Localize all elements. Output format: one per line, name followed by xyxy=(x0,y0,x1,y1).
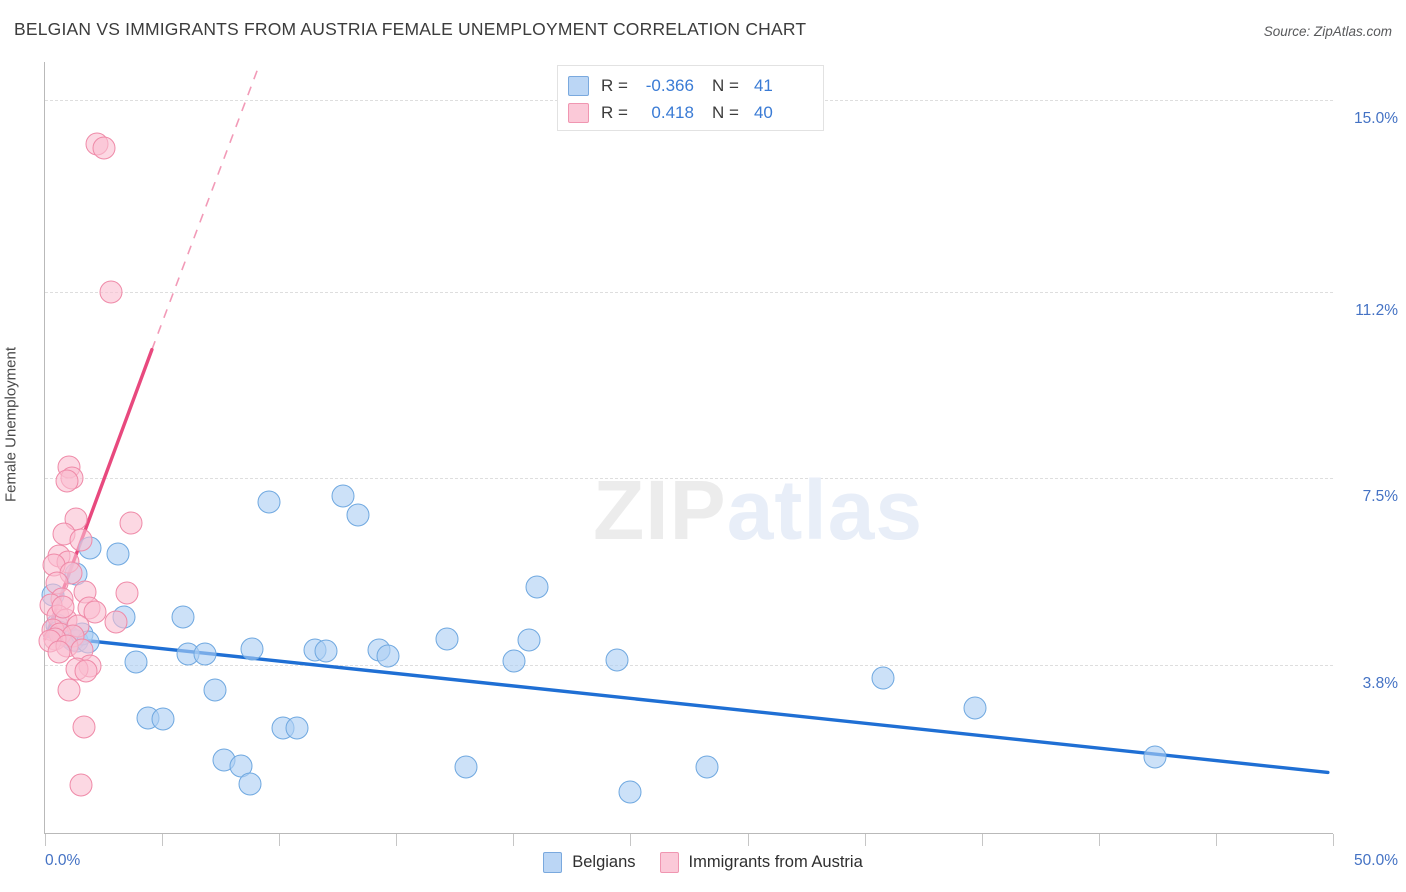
scatter-point xyxy=(454,755,478,779)
scatter-point xyxy=(99,280,123,304)
scatter-point xyxy=(376,644,400,668)
x-axis-tick xyxy=(1333,834,1334,846)
scatter-point xyxy=(963,696,987,720)
scatter-point xyxy=(525,575,549,599)
x-axis-tick xyxy=(747,834,749,846)
scatter-point xyxy=(47,640,71,664)
stats-r-value-belgians: -0.366 xyxy=(645,75,694,95)
scatter-point xyxy=(240,637,264,661)
y-axis-label: Female Unemployment xyxy=(2,346,20,503)
stats-n-value-austria: 40 xyxy=(753,102,773,122)
stats-n-value-belgians: 41 xyxy=(753,75,773,95)
scatter-point xyxy=(72,715,96,739)
scatter-point xyxy=(435,627,459,651)
legend-label-austria: Immigrants from Austria xyxy=(688,853,863,871)
scatter-point xyxy=(517,628,541,652)
scatter-point xyxy=(51,595,75,619)
y-axis-tick-label: 3.8% xyxy=(1362,674,1398,692)
scatter-point xyxy=(83,600,107,624)
legend-item-austria[interactable]: Immigrants from Austria xyxy=(659,852,863,873)
page-title: BELGIAN VS IMMIGRANTS FROM AUSTRIA FEMAL… xyxy=(14,19,807,39)
scatter-point xyxy=(605,648,629,672)
scatter-point xyxy=(74,659,98,683)
legend-label-belgians: Belgians xyxy=(572,853,636,871)
x-axis-tick xyxy=(1098,834,1100,846)
scatter-point xyxy=(695,755,719,779)
scatter-point xyxy=(115,581,139,605)
scatter-point xyxy=(285,716,309,740)
y-axis-line xyxy=(44,62,45,834)
x-axis-tick xyxy=(513,834,515,846)
scatter-point xyxy=(171,605,195,629)
legend-swatch-belgians xyxy=(543,852,563,873)
x-axis-tick xyxy=(162,834,164,846)
gridline xyxy=(45,478,1333,480)
trend-line-belgians xyxy=(43,634,1330,775)
scatter-point xyxy=(346,503,370,527)
stats-swatch-belgians xyxy=(568,75,589,96)
x-axis-tick xyxy=(864,834,866,846)
x-axis-max-label: 50.0% xyxy=(1354,852,1398,869)
scatter-point xyxy=(238,772,262,796)
scatter-point xyxy=(69,528,93,552)
stats-swatch-austria xyxy=(568,102,589,123)
scatter-point xyxy=(119,511,143,535)
stats-n-label-belgians: N = xyxy=(711,75,739,95)
x-axis-tick xyxy=(279,834,281,846)
scatter-point xyxy=(314,639,338,663)
x-axis-tick xyxy=(1215,834,1217,846)
x-axis-tick xyxy=(45,834,46,846)
y-axis-tick-label: 7.5% xyxy=(1362,488,1398,506)
gridline xyxy=(45,664,1333,666)
scatter-point xyxy=(69,773,93,797)
scatter-point xyxy=(104,610,128,634)
scatter-point xyxy=(124,650,148,674)
x-axis-tick xyxy=(981,834,983,846)
scatter-point xyxy=(257,490,281,514)
scatter-point xyxy=(92,136,116,160)
y-axis-tick-label: 11.2% xyxy=(1355,301,1398,319)
scatter-point xyxy=(57,678,81,702)
x-axis-tick xyxy=(396,834,398,846)
scatter-point xyxy=(1143,745,1167,769)
stats-r-label-belgians: R = xyxy=(601,75,628,95)
correlation-stats-legend: R = -0.366 N = 41 R = 0.418 N = 40 xyxy=(557,65,824,131)
scatter-point xyxy=(502,649,526,673)
stats-r-value-austria: 0.418 xyxy=(651,102,694,122)
gridline xyxy=(45,291,1333,293)
scatter-point xyxy=(871,666,895,690)
scatter-point xyxy=(106,542,130,566)
source-attribution: Source: ZipAtlas.com xyxy=(1263,24,1392,39)
legend-swatch-austria xyxy=(659,852,679,873)
scatter-point xyxy=(203,678,227,702)
trend-line-extension-immigrants-from-austria xyxy=(151,69,259,350)
stats-n-label-austria: N = xyxy=(711,102,739,122)
y-axis-tick-label: 15.0% xyxy=(1354,109,1398,127)
stats-row-belgians: R = -0.366 N = 41 xyxy=(568,72,813,99)
x-axis-line xyxy=(45,833,1333,834)
stats-r-label-austria: R = xyxy=(601,102,628,122)
stats-row-austria: R = 0.418 N = 40 xyxy=(568,99,813,126)
x-axis-min-label: 0.0% xyxy=(45,852,81,869)
scatter-point xyxy=(151,707,175,731)
plot-area: ZIPatlas xyxy=(38,62,1333,834)
x-axis-tick xyxy=(630,834,632,846)
scatter-point xyxy=(331,484,355,508)
legend-item-belgians[interactable]: Belgians xyxy=(543,852,636,873)
scatter-point xyxy=(55,469,79,493)
scatter-point xyxy=(618,780,642,804)
scatter-point xyxy=(193,642,217,666)
trend-lines xyxy=(43,69,1330,775)
series-legend: Belgians Immigrants from Austria xyxy=(0,852,1406,873)
